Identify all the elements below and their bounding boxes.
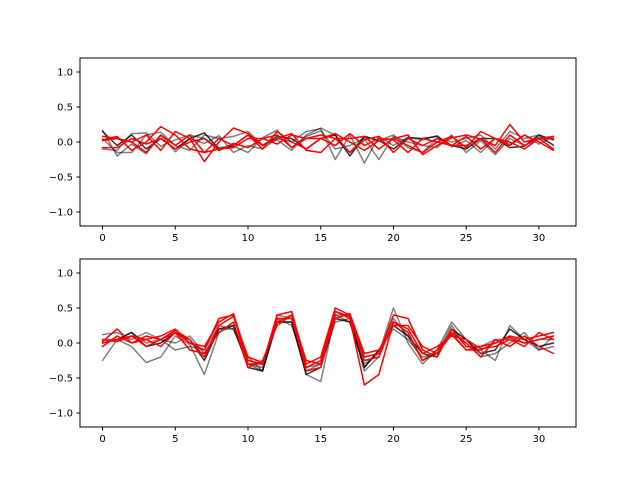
series-line-8 bbox=[101, 310, 555, 369]
y-tick-label: 0.5 bbox=[57, 103, 73, 114]
x-tick-label: 10 bbox=[242, 233, 255, 244]
x-tick-label: 25 bbox=[460, 434, 473, 445]
y-tick-label: 0.5 bbox=[57, 304, 73, 315]
y-tick-label: −0.5 bbox=[49, 173, 73, 184]
y-tick-label: 1.0 bbox=[57, 68, 73, 79]
x-tick-label: 0 bbox=[99, 233, 105, 244]
x-tick-label: 5 bbox=[172, 434, 178, 445]
series-group bbox=[101, 123, 555, 164]
subplot-2: 0 5 10 15 20 25 30 −1.0 −0.5 0.0 0.5 1.0 bbox=[49, 258, 577, 445]
subplot-1: 0 5 10 15 20 25 30 −1.0 −0.5 0.0 0.5 1.0 bbox=[49, 57, 577, 244]
series-line-6 bbox=[101, 127, 555, 163]
y-tick-label: −1.0 bbox=[49, 409, 73, 420]
y-tick-label: 0.0 bbox=[57, 138, 73, 149]
series-line-3 bbox=[101, 127, 555, 154]
x-tick-label: 30 bbox=[533, 434, 546, 445]
x-tick-label: 0 bbox=[99, 434, 105, 445]
x-tick-label: 25 bbox=[460, 233, 473, 244]
x-tick-label: 15 bbox=[314, 233, 327, 244]
series-line-2 bbox=[101, 129, 555, 161]
x-tick-label: 10 bbox=[242, 434, 255, 445]
y-tick-label: 1.0 bbox=[57, 269, 73, 280]
x-tick-label: 20 bbox=[387, 233, 400, 244]
x-tick-label: 20 bbox=[387, 434, 400, 445]
series-line-8 bbox=[101, 132, 555, 154]
y-tick-label: 0.0 bbox=[57, 339, 73, 350]
x-tick-label: 15 bbox=[314, 434, 327, 445]
series-group bbox=[101, 307, 555, 386]
series-line-7 bbox=[101, 134, 555, 154]
x-tick-label: 30 bbox=[533, 233, 546, 244]
x-tick-label: 5 bbox=[172, 233, 178, 244]
series-line-7 bbox=[101, 312, 555, 365]
y-tick-label: −0.5 bbox=[49, 374, 73, 385]
y-tick-label: −1.0 bbox=[49, 208, 73, 219]
series-line-1 bbox=[101, 127, 555, 164]
